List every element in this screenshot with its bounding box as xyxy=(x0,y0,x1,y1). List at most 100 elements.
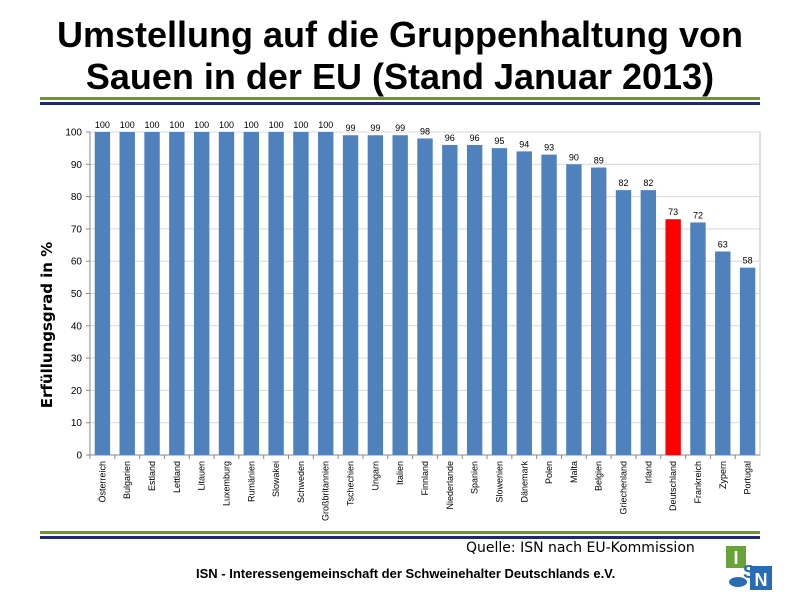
category-label-13: Finnland xyxy=(420,461,430,496)
data-label-12: 99 xyxy=(395,123,405,133)
bar-13 xyxy=(417,138,433,455)
category-label-6: Rumänien xyxy=(246,461,256,502)
data-label-19: 90 xyxy=(569,152,579,162)
data-label-11: 99 xyxy=(370,123,380,133)
category-label-7: Slowakei xyxy=(271,461,281,497)
bar-17 xyxy=(516,151,532,455)
title-line-1: Umstellung auf die Gruppenhaltung von xyxy=(56,14,743,55)
bar-4 xyxy=(193,132,210,455)
logo-letter-n: N xyxy=(755,570,768,590)
category-label-1: Bulgarien xyxy=(122,461,132,499)
category-label-5: Luxemburg xyxy=(221,461,231,506)
data-label-6: 100 xyxy=(244,120,259,130)
bar-8 xyxy=(293,132,309,455)
header-rule-green xyxy=(40,97,760,100)
y-tick-label: 100 xyxy=(65,128,82,139)
category-label-8: Schweden xyxy=(296,461,306,503)
category-label-0: Österreich xyxy=(97,461,107,503)
data-label-3: 100 xyxy=(169,120,184,130)
bar-0 xyxy=(94,132,111,455)
category-label-3: Lettland xyxy=(172,461,182,493)
category-label-24: Frankreich xyxy=(693,461,703,504)
category-label-4: Litauen xyxy=(197,461,207,491)
category-label-16: Slowenien xyxy=(494,461,504,503)
y-tick-label: 80 xyxy=(71,192,83,203)
bar-16 xyxy=(491,148,508,455)
category-label-12: Italien xyxy=(395,461,405,485)
category-label-19: Malta xyxy=(569,461,579,483)
bar-2 xyxy=(144,132,160,455)
bar-15 xyxy=(466,144,483,456)
bar-18 xyxy=(541,154,557,456)
logo-letter-s: S xyxy=(743,562,755,582)
category-label-20: Belgien xyxy=(594,461,604,491)
data-label-5: 100 xyxy=(219,120,234,130)
bar-11 xyxy=(367,135,384,456)
data-label-20: 89 xyxy=(594,156,604,166)
footer-rule-green xyxy=(40,531,760,534)
y-tick-label: 60 xyxy=(71,257,83,268)
category-label-18: Polen xyxy=(544,461,554,484)
bar-10 xyxy=(342,135,359,456)
y-tick-label: 30 xyxy=(71,354,83,365)
logo-letter-i: I xyxy=(733,548,738,568)
category-label-21: Griechenland xyxy=(619,461,629,515)
bar-20 xyxy=(591,167,607,455)
category-label-15: Spanien xyxy=(470,461,480,494)
bar-5 xyxy=(218,132,235,455)
y-tick-label: 50 xyxy=(71,289,83,300)
bar-14 xyxy=(442,144,458,456)
category-label-17: Dänemark xyxy=(519,461,529,503)
category-label-9: Großbritannien xyxy=(321,461,331,521)
logo-block-green xyxy=(726,546,746,568)
data-label-17: 94 xyxy=(519,139,529,149)
isn-logo: I S N xyxy=(724,544,774,592)
data-label-10: 99 xyxy=(346,123,356,133)
data-label-8: 100 xyxy=(293,120,308,130)
bar-26 xyxy=(739,267,756,455)
category-label-26: Portugal xyxy=(743,461,753,495)
bar-24 xyxy=(690,222,706,455)
source-note: Quelle: ISN nach EU-Kommission xyxy=(466,540,695,556)
data-label-24: 72 xyxy=(693,210,703,220)
category-label-14: Niederlande xyxy=(445,461,455,510)
data-label-26: 58 xyxy=(743,256,753,266)
bar-21 xyxy=(615,190,632,455)
y-tick-label: 40 xyxy=(71,321,83,332)
bar-23 xyxy=(665,219,681,455)
bar-22 xyxy=(640,190,657,455)
category-label-10: Tschechien xyxy=(346,461,356,506)
data-label-2: 100 xyxy=(145,120,160,130)
category-label-11: Ungarn xyxy=(370,461,380,491)
data-label-22: 82 xyxy=(643,178,653,188)
data-label-14: 96 xyxy=(445,133,455,143)
y-tick-label: 0 xyxy=(76,451,82,462)
data-label-18: 93 xyxy=(544,143,554,153)
data-label-23: 73 xyxy=(668,207,678,217)
data-label-1: 100 xyxy=(120,120,135,130)
bar-6 xyxy=(243,132,259,455)
page-title: Umstellung auf die Gruppenhaltung von Sa… xyxy=(0,14,800,98)
bar-chart: 0 10 20 30 40 50 60 70 80 90 100 100 Österreich 100 Bu… xyxy=(38,120,761,521)
category-label-2: Estland xyxy=(147,461,157,491)
footer-rule-navy xyxy=(40,536,760,539)
chart-labels: 0 10 20 30 40 50 60 70 80 90 100 100 Österreich 100 Bu… xyxy=(65,120,752,521)
data-label-4: 100 xyxy=(194,120,209,130)
y-axis-label: Erfüllungsgrad in % xyxy=(38,242,56,408)
header-rule-navy xyxy=(40,102,760,105)
y-tick-label: 90 xyxy=(71,160,83,171)
data-label-15: 96 xyxy=(470,133,480,143)
data-label-13: 98 xyxy=(420,126,430,136)
bar-1 xyxy=(119,132,135,455)
y-tick-label: 10 xyxy=(71,418,83,429)
data-label-7: 100 xyxy=(269,120,284,130)
category-label-23: Deutschland xyxy=(668,461,678,511)
logo-pig-shape xyxy=(729,577,747,587)
bar-9 xyxy=(318,132,334,455)
data-label-0: 100 xyxy=(95,120,110,130)
data-label-21: 82 xyxy=(619,178,629,188)
data-label-25: 63 xyxy=(718,240,728,250)
logo-block-blue xyxy=(750,566,772,590)
organization-name: ISN - Interessengemeinschaft der Schwein… xyxy=(196,566,616,581)
title-line-2: Sauen in der EU (Stand Januar 2013) xyxy=(85,56,715,97)
